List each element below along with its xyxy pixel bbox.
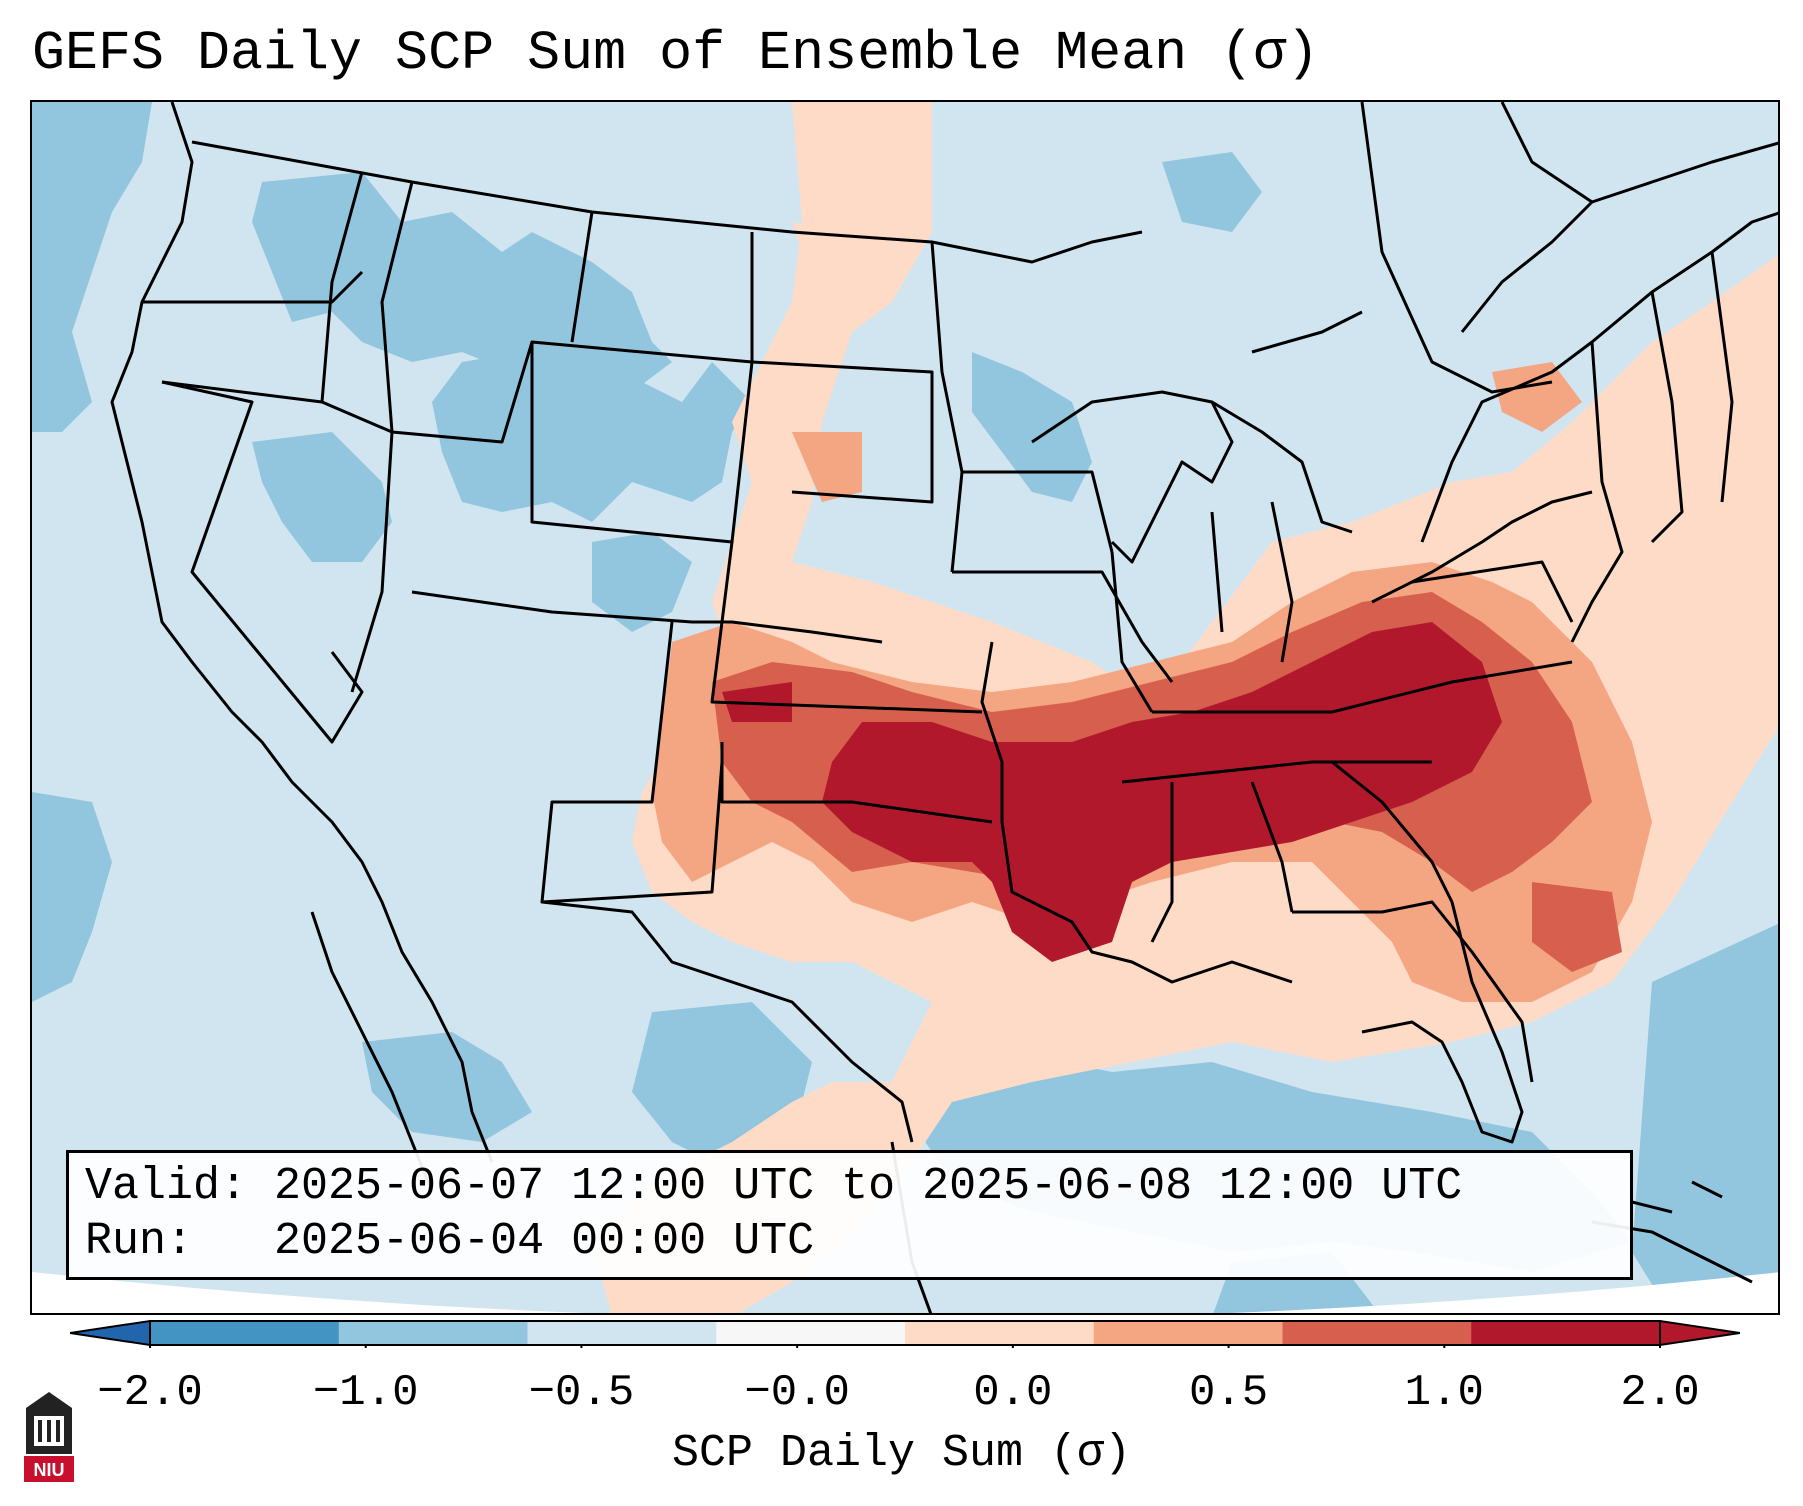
colorbar-segment [1471, 1321, 1661, 1345]
colorbar-tick-label: 0.5 [1188, 1368, 1269, 1418]
colorbar-ticks [149, 1345, 1661, 1348]
colorbar-tick-label: 2.0 [1620, 1368, 1700, 1418]
map-title: GEFS Daily SCP Sum of Ensemble Mean (σ) [32, 22, 1320, 85]
colorbar-tick-label: 0.0 [973, 1368, 1053, 1418]
valid-time-text: Valid: 2025-06-07 12:00 UTC to 2025-06-0… [85, 1161, 1463, 1212]
colorbar-extend-high [1659, 1319, 1740, 1347]
colorbar-segment [716, 1321, 906, 1345]
logo-text: NIU [34, 1460, 65, 1480]
run-time-text: Run: 2025-06-04 00:00 UTC [85, 1216, 815, 1267]
colorbar-extend-low [70, 1319, 151, 1347]
state-boundaries [110, 102, 1778, 1313]
colorbar-segment [527, 1321, 717, 1345]
niu-logo: NIU [24, 1392, 74, 1482]
colorbar-tick-label: −2.0 [97, 1368, 203, 1418]
map-panel [30, 100, 1780, 1315]
colorbar-segment [1093, 1321, 1283, 1345]
domain-edge-bottom [32, 1272, 1778, 1313]
colorbar-segment [338, 1321, 528, 1345]
colorbar-segment [150, 1321, 340, 1345]
map-canvas [32, 102, 1778, 1313]
colorbar-tick-label: 1.0 [1404, 1368, 1484, 1418]
colorbar-segment [1282, 1321, 1472, 1345]
colorbar-tick-label: −1.0 [312, 1368, 419, 1418]
colorbar-tick-label: −0.0 [744, 1368, 850, 1418]
validity-info-box: Valid: 2025-06-07 12:00 UTC to 2025-06-0… [66, 1150, 1633, 1280]
field-extreme-positive [722, 622, 1502, 962]
colorbar [70, 1319, 1740, 1348]
colorbar-label: SCP Daily Sum (σ) [671, 1428, 1132, 1479]
colorbar-tick-label: −0.5 [528, 1368, 635, 1418]
colorbar-segments [149, 1320, 1661, 1346]
colorbar-segment [905, 1321, 1095, 1345]
